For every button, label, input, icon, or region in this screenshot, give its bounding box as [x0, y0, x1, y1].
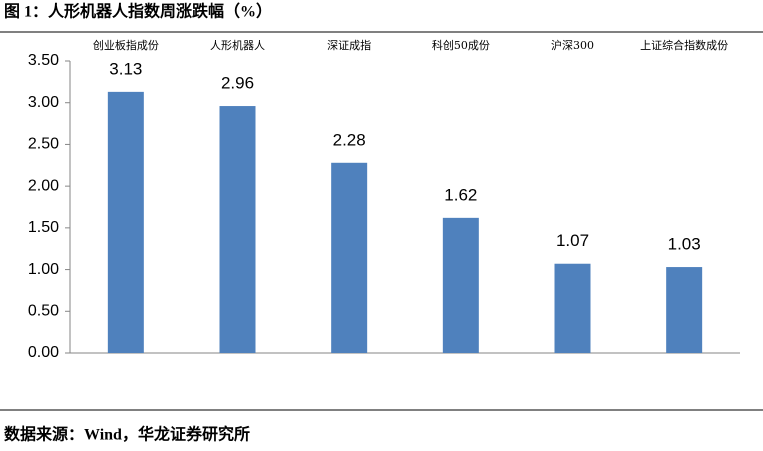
bar — [219, 106, 256, 354]
value-label: 3.13 — [109, 59, 142, 78]
y-tick-label: 0.00 — [28, 344, 59, 361]
value-label: 1.03 — [668, 235, 701, 254]
bar — [331, 162, 368, 353]
y-tick-label: 1.50 — [28, 219, 59, 236]
y-tick-label: 1.00 — [28, 261, 59, 278]
bar — [107, 91, 144, 354]
value-label: 1.62 — [444, 185, 477, 204]
y-tick-label: 3.50 — [28, 52, 59, 69]
category-label: 沪深300 — [551, 38, 594, 52]
y-tick-label: 2.00 — [28, 177, 59, 194]
bar — [666, 267, 703, 353]
y-tick-label: 0.50 — [28, 303, 59, 320]
y-tick-label: 2.50 — [28, 136, 59, 153]
value-label: 2.96 — [221, 74, 254, 93]
category-label: 深证成指 — [327, 38, 371, 52]
category-label: 创业板指成份 — [93, 38, 159, 52]
category-label: 科创50成份 — [432, 38, 490, 52]
source-note: 数据来源：Wind，华龙证券研究所 — [4, 425, 250, 444]
value-label: 2.28 — [333, 130, 366, 149]
y-tick-label: 3.00 — [28, 94, 59, 111]
category-label: 人形机器人 — [210, 38, 265, 52]
value-label: 1.07 — [556, 231, 589, 250]
bar — [442, 217, 479, 353]
category-label: 上证综合指数成份 — [640, 38, 728, 52]
chart-title: 图 1：人形机器人指数周涨跌幅（%） — [4, 2, 272, 21]
bar — [554, 263, 591, 353]
